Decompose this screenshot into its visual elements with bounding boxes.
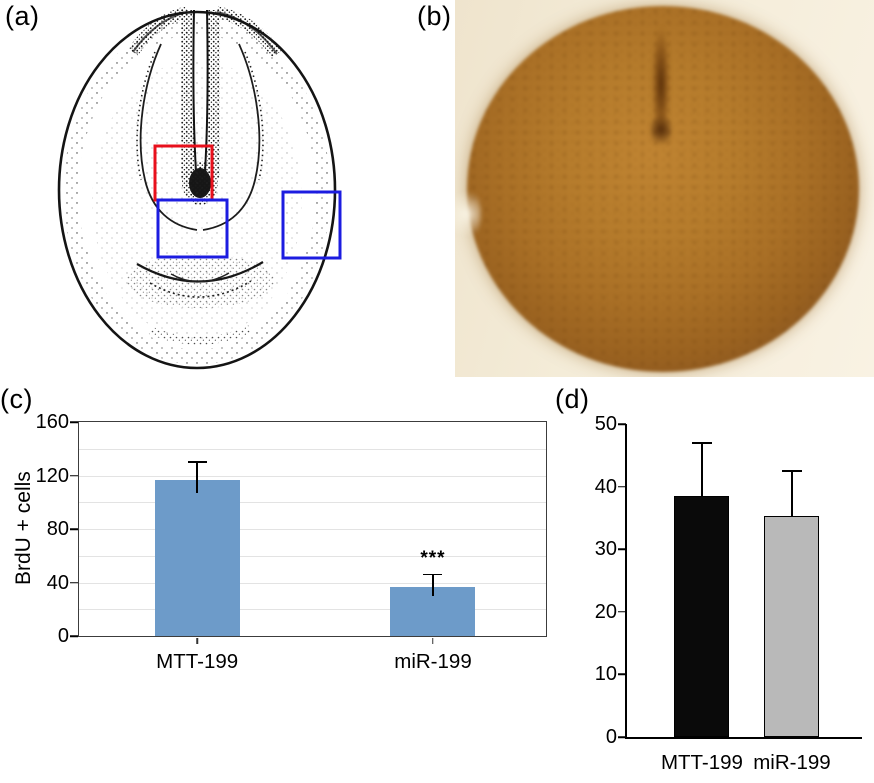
panel-c-label: (c) [0, 384, 33, 414]
x-tick-mark [432, 638, 434, 644]
y-tick-label: 40 [594, 475, 617, 498]
gridline [79, 448, 546, 450]
y-tick-label: 10 [594, 663, 617, 686]
bar-MTT-199 [154, 479, 240, 636]
error-bar [196, 462, 198, 494]
y-tick-mark [618, 423, 626, 425]
y-tick-label: 50 [594, 413, 617, 435]
y-tick-label: 160 [35, 411, 69, 433]
gridline [79, 555, 546, 557]
x-tick-mark [196, 638, 198, 644]
y-tick-mark [70, 421, 78, 423]
x-category-label: MTT-199 [660, 751, 743, 774]
error-bar [701, 442, 703, 496]
error-bar-cap [691, 442, 712, 444]
x-category-label: miR-199 [753, 751, 831, 774]
error-bar [791, 470, 793, 516]
blue-roi-box-right [281, 190, 342, 260]
stained-embryo [467, 6, 859, 372]
y-tick-label: 0 [605, 726, 617, 748]
y-tick-mark [70, 635, 78, 637]
gridline [79, 502, 546, 504]
error-bar [432, 574, 434, 597]
significance-stars: *** [420, 548, 446, 570]
gridline [79, 582, 546, 584]
bar-miR-199 [764, 516, 820, 737]
x-category-label: miR-199 [394, 650, 472, 673]
panel-d-label: (d) [555, 384, 590, 414]
y-tick-label: 0 [57, 625, 69, 647]
y-tick-mark [70, 581, 78, 584]
y-tick-label: 30 [594, 538, 617, 561]
y-tick-label: 80 [46, 518, 69, 540]
gridline [79, 529, 546, 530]
blue-roi-box-left [156, 198, 229, 259]
gridline [79, 609, 546, 611]
neural-groove-stain [648, 20, 674, 162]
y-tick-label: 40 [46, 571, 69, 594]
panel-b-label: (b) [417, 1, 452, 31]
panel-a-label: (a) [5, 1, 40, 31]
error-bar-cap [781, 470, 802, 472]
y-tick-mark [618, 736, 626, 738]
bar-MTT-199 [674, 495, 730, 737]
photo-highlight [455, 185, 481, 243]
brdu-cells-bar-chart: 0 40 80 120 160 MTT-199 miR-199 *** [36, 412, 547, 673]
y-tick-mark [618, 485, 626, 488]
embryo-line-drawing [57, 6, 342, 370]
y-tick-mark [70, 474, 78, 477]
y-tick-mark [618, 673, 626, 676]
error-bar-cap [187, 461, 207, 463]
gridline [79, 475, 546, 477]
y-tick-mark [70, 528, 78, 530]
y-tick-mark [618, 548, 626, 550]
y-tick-mark [618, 611, 626, 613]
y-tick-label: 120 [35, 464, 69, 487]
x-category-label: MTT-199 [156, 650, 239, 673]
y-tick-label: 20 [594, 600, 617, 623]
error-bar-cap [423, 573, 443, 576]
secondary-bar-chart: 0 10 20 30 40 50 MTT-199 miR-199 [595, 414, 862, 774]
embryo-photograph [455, 0, 874, 377]
